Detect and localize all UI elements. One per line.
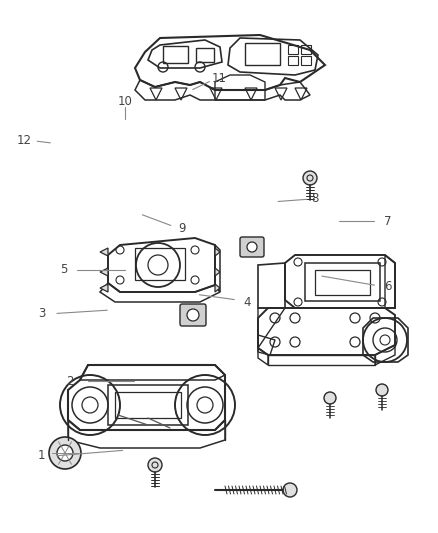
FancyBboxPatch shape <box>240 237 264 257</box>
Polygon shape <box>100 248 108 256</box>
Circle shape <box>324 392 336 404</box>
Polygon shape <box>100 268 108 276</box>
Bar <box>196 48 214 62</box>
Bar <box>135 248 185 280</box>
Text: 10: 10 <box>117 95 132 108</box>
Polygon shape <box>215 268 220 276</box>
Polygon shape <box>215 248 220 256</box>
Text: 3: 3 <box>38 307 45 320</box>
Bar <box>305 263 380 301</box>
Circle shape <box>283 483 297 497</box>
Bar <box>115 392 181 418</box>
Text: 5: 5 <box>60 263 67 276</box>
Circle shape <box>247 242 257 252</box>
Bar <box>288 56 298 65</box>
Polygon shape <box>100 284 108 292</box>
Circle shape <box>148 458 162 472</box>
Text: 7: 7 <box>384 215 392 228</box>
FancyBboxPatch shape <box>180 304 206 326</box>
Bar <box>315 270 370 295</box>
Text: 4: 4 <box>244 296 251 309</box>
Bar <box>301 45 311 54</box>
Text: 9: 9 <box>178 222 186 235</box>
Text: 2: 2 <box>66 375 74 387</box>
Circle shape <box>376 384 388 396</box>
Bar <box>288 45 298 54</box>
Text: 6: 6 <box>384 280 392 293</box>
Circle shape <box>57 445 73 461</box>
Text: 8: 8 <box>312 192 319 205</box>
Polygon shape <box>215 284 220 292</box>
Bar <box>108 385 188 425</box>
Bar <box>301 56 311 65</box>
Text: 11: 11 <box>212 72 226 85</box>
Text: 12: 12 <box>17 134 32 147</box>
Bar <box>163 46 188 63</box>
Circle shape <box>303 171 317 185</box>
Circle shape <box>187 309 199 321</box>
Text: 1: 1 <box>38 449 46 462</box>
Circle shape <box>49 437 81 469</box>
Bar <box>245 43 280 65</box>
